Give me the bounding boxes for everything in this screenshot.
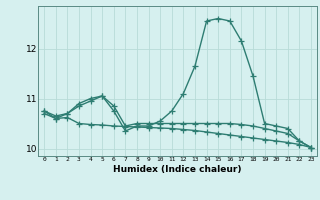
X-axis label: Humidex (Indice chaleur): Humidex (Indice chaleur) [113,165,242,174]
